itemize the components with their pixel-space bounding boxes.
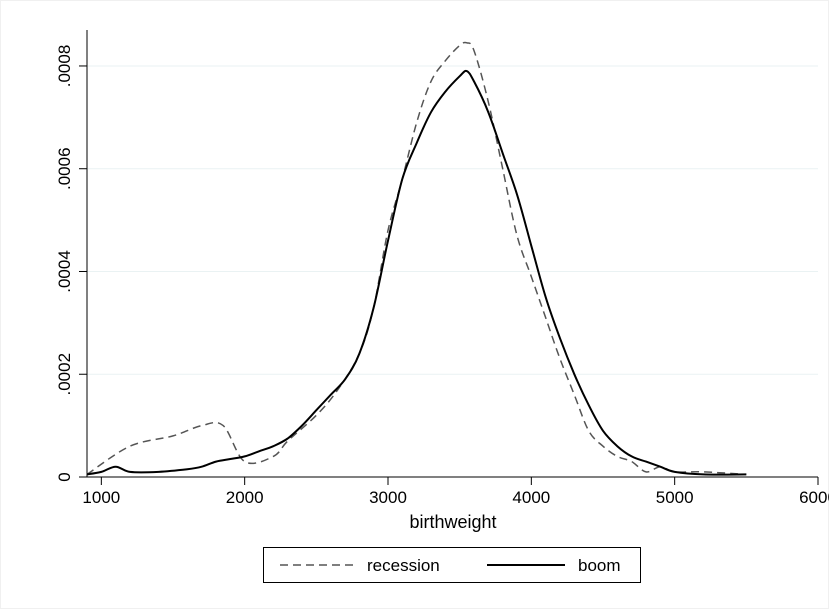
x-tick-label-1: 2000 [226,488,264,507]
x-tick-label-2: 3000 [369,488,407,507]
y-tick-label-3: .0006 [55,147,74,190]
y-tick-label-1: .0002 [55,353,74,396]
axes: 0 .0002 .0004 .0006 .0008 1000 2000 3000 4000 500… [55,30,829,507]
series-line-boom [86,69,747,476]
y-tick-label-2: .0004 [55,250,74,293]
x-tick-label-5: 6000 [799,488,829,507]
x-axis-label: birthweight [409,512,496,532]
series-lines [86,41,747,476]
series-line-recession [86,41,747,476]
x-tick-label-4: 5000 [656,488,694,507]
legend-label-recession: recession [367,556,440,575]
y-tick-label-4: .0008 [55,45,74,88]
x-tick-label-0: 1000 [82,488,120,507]
x-tick-label-3: 4000 [512,488,550,507]
y-tick-label-0: 0 [55,472,74,481]
legend: recession boom [263,547,641,583]
legend-label-boom: boom [578,556,621,575]
